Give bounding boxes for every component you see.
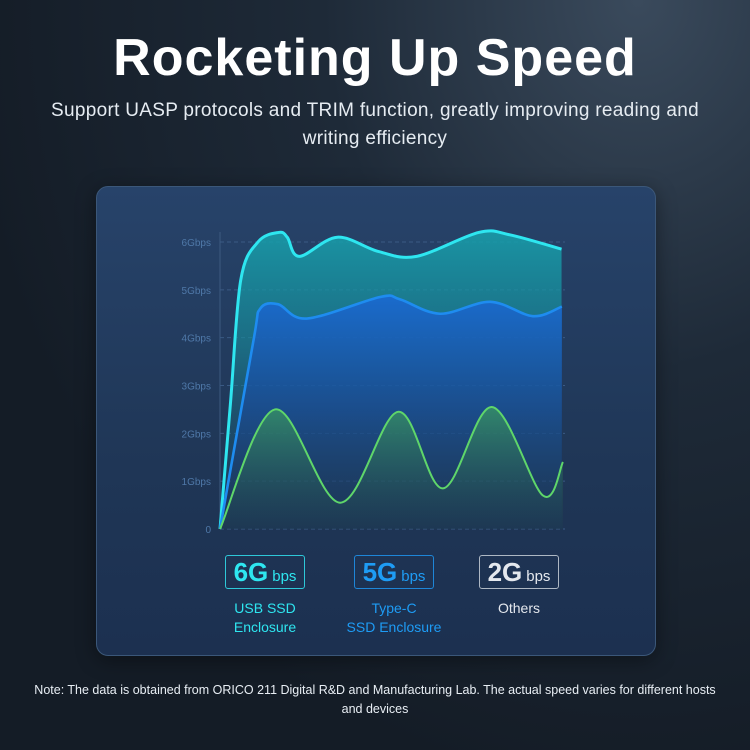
- footnote: Note: The data is obtained from ORICO 21…: [34, 683, 716, 716]
- legend-item-others: 2G bps Others: [454, 555, 584, 618]
- y-tick-label: 1Gbps: [182, 477, 211, 488]
- series-area-2: [220, 407, 563, 529]
- series-line-2: [219, 406, 564, 530]
- legend-item-usb-ssd: 6G bps USB SSD Enclosure: [200, 555, 330, 637]
- y-tick-label: 2Gbps: [182, 429, 211, 440]
- speed-value: 5G: [362, 557, 398, 587]
- page-title: Rocketing Up Speed: [113, 29, 637, 87]
- y-tick-label: 4Gbps: [182, 334, 211, 345]
- legend-item-type-c: 5G bps Type-C SSD Enclosure: [329, 555, 459, 637]
- legend-label: Others: [497, 600, 540, 616]
- legend-label: Type-C SSD Enclosure: [346, 600, 442, 635]
- y-tick-label: 0: [205, 525, 211, 536]
- y-tick-label: 6Gbps: [182, 238, 211, 249]
- speed-badge: 2G bps: [478, 555, 560, 589]
- y-tick-label: 5Gbps: [182, 286, 211, 297]
- speed-badge: 5G bps: [353, 555, 435, 589]
- speed-badge: 6G bps: [224, 555, 306, 589]
- speed-unit: bps: [272, 568, 297, 585]
- series-line-1: [218, 294, 563, 530]
- legend-label: USB SSD Enclosure: [233, 600, 297, 635]
- speed-value: 2G: [487, 557, 523, 587]
- speed-unit: bps: [526, 568, 551, 585]
- speed-value: 6G: [233, 557, 269, 587]
- y-tick-label: 3Gbps: [182, 382, 211, 393]
- speed-unit: bps: [401, 568, 426, 585]
- series-line-0: [218, 229, 562, 530]
- page-subtitle: Support UASP protocols and TRIM function…: [51, 100, 699, 149]
